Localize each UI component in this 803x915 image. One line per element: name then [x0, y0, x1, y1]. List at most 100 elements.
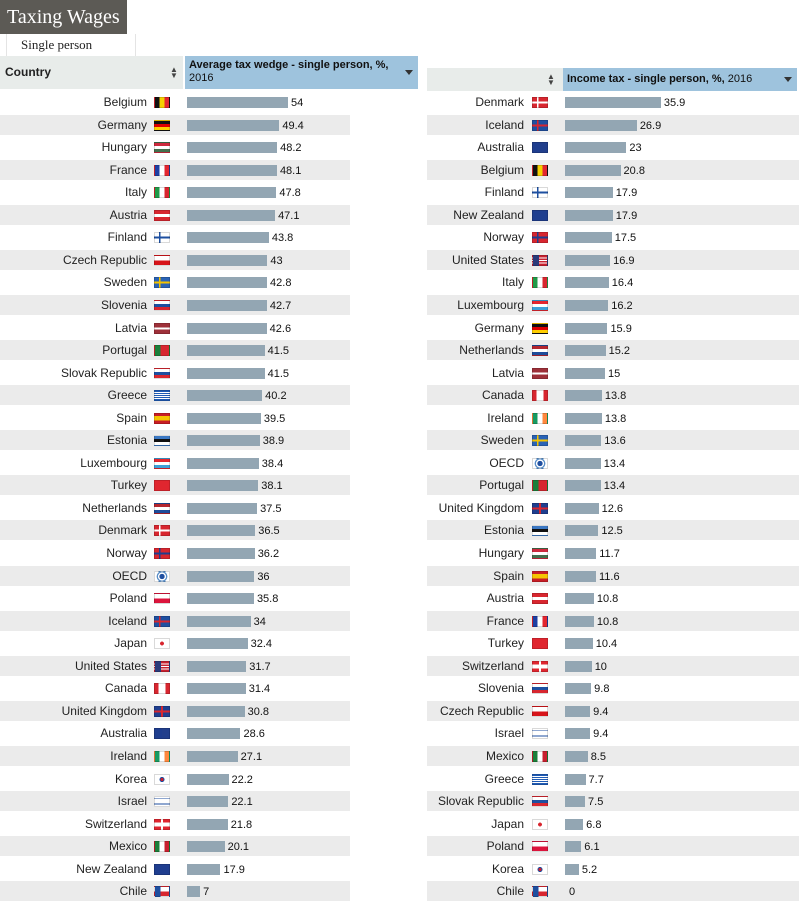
inc-bar[interactable] [565, 119, 637, 131]
avg-bar[interactable] [187, 886, 201, 898]
country-column-header[interactable]: Country ▲ ▼ [0, 56, 183, 89]
avg-bar[interactable] [187, 457, 259, 469]
avg-bar[interactable] [187, 773, 229, 785]
avg-value-label: 39.5 [263, 412, 286, 425]
avg-bar[interactable] [187, 796, 229, 808]
avg-bar[interactable] [187, 570, 255, 582]
avg-bar[interactable] [187, 277, 268, 289]
avg-bar[interactable] [187, 412, 261, 424]
inc-bar[interactable] [565, 209, 613, 221]
inc-bar[interactable] [565, 390, 602, 402]
avg-bar[interactable] [187, 390, 263, 402]
avg-country-label: Czech Republic [62, 252, 147, 267]
avg-bar[interactable] [187, 97, 288, 108]
avg-value-label: 43.8 [271, 232, 294, 245]
avg-bar[interactable] [187, 480, 259, 492]
avg-bar[interactable] [187, 593, 254, 605]
inc-bar[interactable] [565, 841, 582, 853]
avg-bar[interactable] [187, 187, 277, 199]
inc-bar[interactable] [565, 593, 594, 605]
avg-bar[interactable] [187, 142, 278, 154]
inc-value-label: 13.4 [603, 480, 626, 493]
avg-bar[interactable] [187, 728, 241, 740]
inc-country-label: Austria [486, 591, 524, 606]
avg-bar[interactable] [187, 367, 265, 379]
flag-icon-il [154, 796, 170, 808]
inc-bar[interactable] [565, 818, 584, 830]
inc-bar[interactable] [565, 480, 601, 492]
inc-bar[interactable] [565, 548, 597, 559]
avg-bar[interactable] [187, 299, 267, 311]
inc-bar[interactable] [565, 97, 661, 108]
inc-bar[interactable] [565, 322, 608, 334]
inc-bar[interactable] [565, 412, 602, 424]
avg-bar[interactable] [187, 638, 248, 650]
right-measure-label: Income tax - single person, %, [567, 73, 725, 85]
avg-bar[interactable] [187, 119, 280, 131]
inc-bar[interactable] [565, 345, 606, 357]
avg-bar[interactable] [187, 683, 246, 695]
flag-icon-es [532, 570, 548, 582]
inc-bar[interactable] [565, 502, 599, 514]
avg-bar[interactable] [187, 818, 228, 830]
avg-bar[interactable] [187, 548, 255, 559]
inc-bar[interactable] [565, 254, 611, 266]
inc-bar[interactable] [565, 728, 591, 740]
inc-bar[interactable] [565, 299, 609, 311]
inc-bar[interactable] [565, 187, 613, 199]
inc-bar[interactable] [565, 796, 586, 808]
avg-bar[interactable] [187, 254, 268, 266]
flag-icon-es [154, 412, 170, 424]
avg-bar[interactable] [187, 435, 260, 447]
avg-bar[interactable] [187, 232, 269, 244]
avg-bar[interactable] [187, 525, 256, 537]
flag-icon-be [532, 164, 548, 176]
avg-value-label: 21.8 [230, 818, 253, 831]
inc-bar[interactable] [565, 773, 586, 785]
inc-bar[interactable] [565, 750, 588, 762]
inc-country-label: Poland [486, 839, 524, 854]
inc-bar[interactable] [565, 277, 609, 289]
flag-icon-us [154, 660, 170, 672]
chevron-down-icon[interactable] [784, 77, 792, 82]
right-country-column-header[interactable]: ▲ ▼ [427, 68, 563, 91]
flag-icon-mx [154, 841, 170, 853]
inc-bar[interactable] [565, 863, 579, 875]
left-measure-header[interactable]: Average tax wedge - single person, %, 20… [185, 56, 418, 89]
inc-bar[interactable] [565, 164, 621, 176]
avg-bar[interactable] [187, 705, 245, 717]
inc-bar[interactable] [565, 435, 602, 447]
inc-value-label: 15.9 [610, 322, 632, 335]
sort-icon[interactable]: ▲ ▼ [547, 72, 555, 87]
inc-bar[interactable] [565, 525, 599, 537]
avg-country-label: Italy [124, 185, 147, 200]
avg-bar[interactable] [187, 660, 247, 672]
chevron-down-icon[interactable] [405, 70, 413, 75]
inc-bar[interactable] [565, 705, 591, 717]
avg-bar[interactable] [187, 502, 258, 514]
avg-bar[interactable] [187, 345, 265, 357]
avg-bar[interactable] [187, 841, 225, 853]
inc-bar[interactable] [565, 615, 594, 627]
avg-bar[interactable] [187, 164, 277, 176]
tab-single-person[interactable]: Single person [6, 34, 136, 56]
inc-bar[interactable] [565, 232, 612, 244]
sort-icon[interactable]: ▲ ▼ [170, 65, 178, 80]
right-measure-header[interactable]: Income tax - single person, %, 2016 [563, 68, 797, 91]
avg-bar[interactable] [187, 322, 267, 334]
avg-bar[interactable] [187, 615, 251, 627]
inc-country-label: United Kingdom [438, 500, 524, 515]
flag-icon-lu [532, 299, 548, 311]
inc-bar[interactable] [565, 570, 596, 582]
avg-bar[interactable] [187, 209, 276, 221]
inc-bar[interactable] [565, 367, 606, 379]
avg-value-label: 38.9 [262, 435, 285, 448]
flag-icon-se [154, 277, 170, 289]
inc-bar[interactable] [565, 683, 592, 695]
inc-bar[interactable] [565, 660, 592, 672]
avg-bar[interactable] [187, 750, 238, 762]
inc-bar[interactable] [565, 142, 627, 154]
inc-bar[interactable] [565, 457, 601, 469]
avg-bar[interactable] [187, 863, 221, 875]
inc-bar[interactable] [565, 638, 593, 650]
